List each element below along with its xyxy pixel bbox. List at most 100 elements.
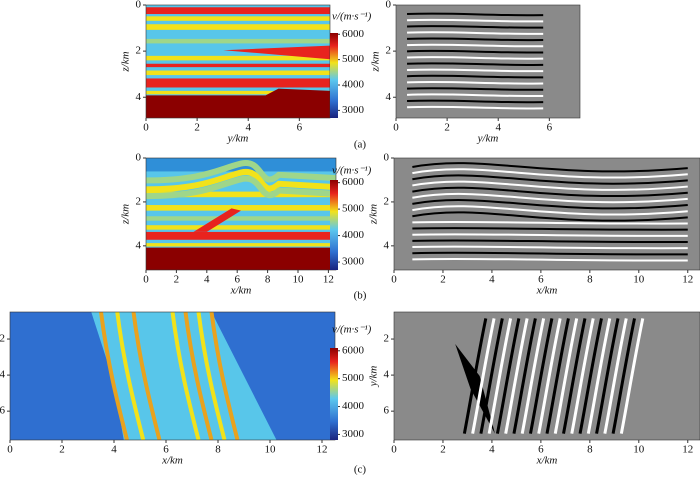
- y-tick-label: 6: [0, 405, 6, 417]
- colorbar-tick-label: 6000: [342, 28, 365, 40]
- y-tick-label: 4: [136, 239, 142, 251]
- x-tick-label: 10: [293, 274, 305, 286]
- x-axis-label: x/km: [230, 285, 252, 297]
- stripe: [196, 312, 227, 440]
- x-tick-label: 0: [143, 274, 149, 286]
- colorbar-tick-label: 5000: [342, 203, 365, 215]
- x-tick-label: 12: [682, 444, 693, 456]
- reflector: [412, 233, 688, 237]
- x-tick-label: 8: [265, 274, 271, 286]
- stripe: [487, 318, 513, 434]
- stripe: [512, 318, 537, 434]
- x-axis-label: x/km: [536, 455, 558, 467]
- colorbar-tick-label: 5000: [342, 372, 365, 384]
- colorbar-label: v/(m·s⁻¹): [332, 11, 372, 23]
- caption: (b): [354, 290, 367, 302]
- x-axis-label: y/km: [477, 133, 499, 145]
- fold: [146, 160, 336, 184]
- layer: [146, 225, 336, 230]
- stripe: [99, 312, 129, 440]
- y-axis-label: z/km: [368, 204, 380, 225]
- reflector: [407, 99, 544, 104]
- reflector: [407, 37, 544, 42]
- colorbar-tick-label: 6000: [342, 176, 365, 188]
- x-tick-label: 2: [444, 122, 450, 134]
- x-tick-label: 6: [297, 122, 303, 134]
- stripe: [570, 318, 595, 434]
- layer: [146, 216, 336, 221]
- x-tick-label: 0: [393, 122, 399, 134]
- y-tick-label: 2: [136, 45, 142, 57]
- stripe: [209, 312, 240, 440]
- layer: [146, 16, 330, 21]
- reflector: [412, 174, 688, 185]
- reflector: [407, 43, 544, 48]
- reflector: [412, 199, 688, 210]
- reflector: [407, 87, 544, 91]
- reflector: [412, 168, 688, 179]
- x-tick-label: 2: [174, 274, 180, 286]
- wedge: [223, 45, 330, 60]
- layer: [146, 243, 336, 247]
- y-tick-label: 4: [384, 369, 390, 381]
- colorbar-tick-label: 4000: [342, 400, 365, 412]
- image-bg: [396, 5, 580, 118]
- reflector: [412, 211, 688, 222]
- x-tick-label: 4: [245, 122, 251, 134]
- layer: [146, 55, 330, 61]
- x-tick-label: 10: [265, 444, 277, 456]
- y-axis-label: z/km: [370, 51, 382, 72]
- x-tick-label: 4: [204, 274, 210, 286]
- x-tick-label: 4: [111, 444, 117, 456]
- reflector: [412, 245, 688, 250]
- reflector: [412, 162, 688, 173]
- y-tick-label: 2: [384, 333, 390, 345]
- colorbar-tick-label: 3000: [342, 104, 365, 116]
- fold: [146, 168, 336, 193]
- stripe: [479, 318, 504, 434]
- reflector: [407, 68, 544, 73]
- layer: [146, 231, 336, 240]
- stripe: [131, 312, 162, 440]
- reflector: [412, 205, 688, 216]
- velocity-plot: [146, 158, 336, 270]
- stripe: [595, 318, 620, 434]
- y-tick-label: 0: [384, 152, 390, 164]
- stripe: [553, 318, 579, 434]
- x-tick-label: 2: [440, 274, 446, 286]
- x-tick-label: 6: [163, 444, 169, 456]
- stripe: [562, 318, 587, 434]
- layer: [146, 90, 330, 95]
- x-tick-label: 12: [317, 444, 328, 456]
- x-tick-label: 2: [59, 444, 65, 456]
- y-tick-label: 4: [0, 369, 6, 381]
- reflector: [407, 49, 544, 54]
- stripe: [545, 318, 570, 434]
- stripe: [619, 318, 645, 434]
- x-tick-label: 4: [489, 444, 495, 456]
- wedge: [193, 208, 241, 232]
- colorbar-label: v/(m·s⁻¹): [332, 324, 372, 336]
- x-tick-label: 0: [391, 274, 397, 286]
- x-tick-label: 0: [7, 444, 13, 456]
- x-tick-label: 6: [538, 274, 544, 286]
- layer: [146, 78, 330, 88]
- reflector: [412, 192, 688, 204]
- x-tick-label: 6: [234, 274, 240, 286]
- stripe: [603, 318, 628, 434]
- x-axis-label: y/km: [227, 133, 249, 145]
- y-axis-label: y/km: [368, 366, 380, 388]
- reflector: [407, 62, 544, 66]
- stripe: [115, 312, 146, 440]
- x-tick-label: 0: [391, 444, 397, 456]
- basement: [146, 247, 336, 270]
- x-tick-label: 2: [440, 444, 446, 456]
- x-axis-label: x/km: [536, 285, 558, 297]
- colorbar-tick-label: 3000: [342, 428, 365, 440]
- y-tick-label: 6: [384, 405, 390, 417]
- x-tick-label: 8: [587, 444, 593, 456]
- x-tick-label: 12: [682, 274, 693, 286]
- y-tick-label: 2: [384, 195, 390, 207]
- colorbar-tick-label: 4000: [342, 229, 365, 241]
